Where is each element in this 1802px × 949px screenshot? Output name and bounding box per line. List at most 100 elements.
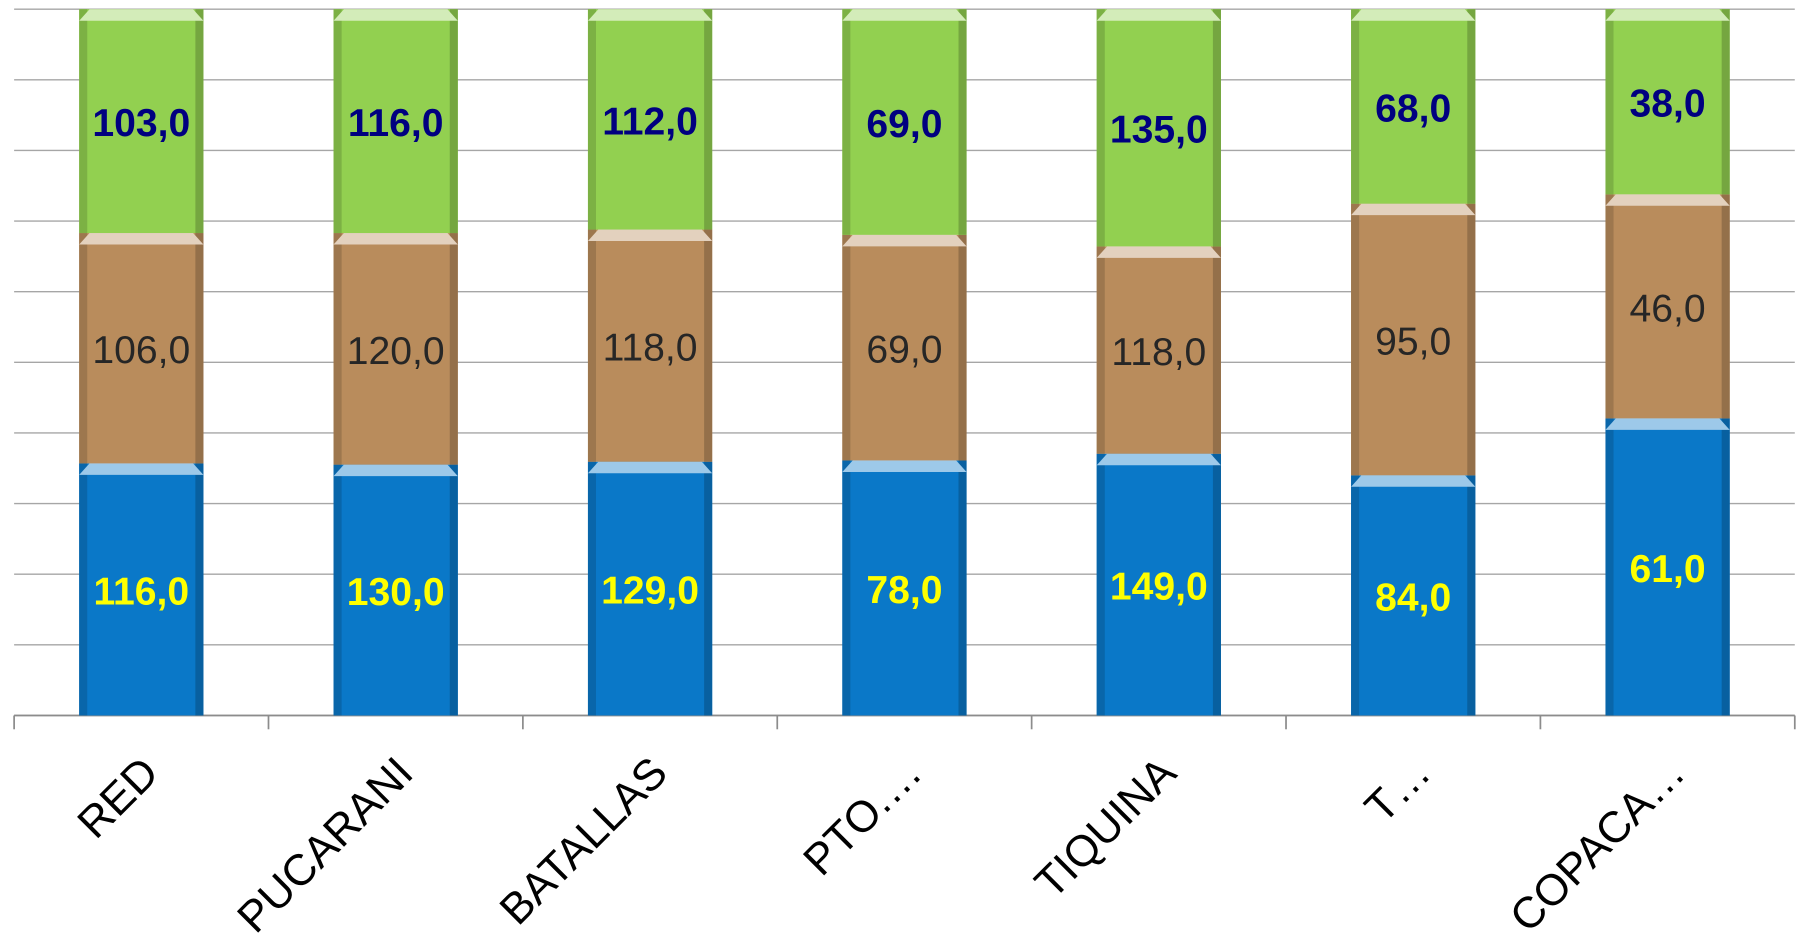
bar-segment — [79, 463, 204, 716]
bar-bevel-right — [1467, 203, 1476, 476]
bar-segment — [1096, 453, 1221, 716]
bar-segment — [79, 9, 204, 234]
x-tick-label: T… — [1356, 748, 1440, 832]
bar-bevel-left — [842, 9, 851, 235]
bar-bevel-right — [704, 9, 713, 230]
x-tick-label: COPACA… — [1501, 748, 1695, 942]
bar-bevel-top — [1605, 418, 1730, 430]
bar-bevel-left — [587, 461, 597, 716]
data-label: 130,0 — [347, 571, 445, 614]
bar-bevel-top — [1096, 9, 1221, 21]
bar-bevel-top — [333, 233, 458, 245]
bar-bevel-right — [1212, 453, 1221, 716]
bar-bevel-right — [1212, 9, 1221, 247]
bar-bevel-top — [1605, 194, 1730, 206]
data-label: 95,0 — [1375, 320, 1451, 363]
bar-bevel-top — [333, 464, 458, 477]
bar-bevel-right — [1721, 9, 1730, 195]
bar-segment — [1351, 475, 1476, 716]
bar-bevel-left — [1096, 453, 1105, 716]
bar-segment — [333, 233, 458, 465]
data-label: 129,0 — [601, 570, 699, 613]
data-label: 106,0 — [92, 329, 190, 372]
x-tick-label: BATALLAS — [490, 748, 676, 934]
bar-bevel-left — [79, 9, 88, 234]
bar-bevel-top — [79, 463, 204, 475]
bar-segment — [1096, 9, 1221, 247]
bar-bevel-left — [587, 9, 597, 230]
data-label: 120,0 — [347, 330, 445, 373]
bar-bevel-left — [842, 234, 851, 461]
data-label: 118,0 — [1111, 331, 1206, 374]
bar-bevel-top — [1605, 9, 1730, 21]
bar-bevel-left — [1605, 194, 1614, 419]
data-label: 61,0 — [1630, 548, 1706, 591]
bar-bevel-top — [1351, 203, 1476, 216]
bar-segment — [333, 464, 458, 716]
bar-bevel-left — [842, 460, 851, 716]
bar-bevel-right — [958, 9, 967, 235]
bar-bevel-right — [195, 463, 204, 716]
data-label: 84,0 — [1375, 576, 1451, 619]
data-label: 116,0 — [93, 570, 189, 613]
bar-segment — [587, 229, 713, 462]
bar-bevel-right — [1212, 246, 1221, 454]
bar-bevel-right — [704, 229, 713, 462]
bar-bevel-left — [1351, 9, 1360, 204]
bar-segment — [587, 461, 713, 716]
bar-bevel-left — [1096, 9, 1105, 247]
bar-bevel-left — [1096, 246, 1105, 454]
bar-bevel-left — [333, 9, 342, 234]
bar-bevel-top — [1096, 453, 1221, 466]
bar-bevel-right — [1467, 9, 1476, 204]
data-label: 68,0 — [1375, 87, 1451, 130]
bar-bevel-left — [587, 229, 597, 462]
bar-bevel-left — [1605, 418, 1614, 716]
bar-bevel-right — [1721, 194, 1730, 419]
bar-bevel-right — [195, 233, 204, 464]
bar-segment — [1605, 418, 1730, 716]
bar-segment — [1605, 9, 1730, 195]
bar-bevel-right — [449, 9, 458, 234]
bar-bevel-top — [1096, 246, 1221, 258]
bar-bevel-top — [1351, 475, 1476, 487]
bar-bevel-right — [449, 464, 458, 716]
data-label: 116,0 — [348, 102, 444, 145]
bar-bevel-right — [1467, 475, 1476, 716]
bar-segment — [1605, 194, 1730, 419]
bar-bevel-left — [79, 233, 88, 464]
bar-bevel-left — [1351, 203, 1360, 476]
bar-bevel-right — [1721, 418, 1730, 716]
bar-bevel-top — [587, 229, 713, 242]
bar-bevel-top — [587, 461, 713, 474]
data-label: 46,0 — [1630, 287, 1706, 330]
bar-segment — [1351, 9, 1476, 204]
x-tick-label: TIQUINA — [1026, 747, 1187, 908]
bar-segment — [842, 460, 967, 716]
bar-bevel-right — [958, 234, 967, 461]
x-tick-label: PUCARANI — [228, 748, 422, 942]
bar-bevel-left — [1351, 475, 1360, 716]
bar-segment — [842, 234, 967, 461]
bar-bevel-top — [842, 234, 967, 247]
data-label: 38,0 — [1630, 83, 1706, 126]
bar-bevel-right — [449, 233, 458, 465]
data-label: 103,0 — [92, 102, 190, 145]
bar-bevel-top — [79, 233, 204, 245]
bar-bevel-top — [79, 9, 204, 21]
bar-bevel-right — [958, 460, 967, 716]
x-tick-label: RED — [68, 748, 168, 848]
data-label: 69,0 — [866, 329, 942, 372]
bar-segment — [1096, 246, 1221, 454]
bar-segment — [333, 9, 458, 234]
bar-segment — [842, 9, 967, 235]
bar-bevel-left — [333, 233, 342, 465]
data-label: 135,0 — [1110, 109, 1208, 152]
bar-bevel-top — [842, 460, 967, 472]
bar-segment — [1351, 203, 1476, 476]
bar-segment — [79, 233, 204, 464]
bar-bevel-left — [1605, 9, 1614, 195]
data-label: 69,0 — [866, 103, 942, 146]
bar-bevel-left — [333, 464, 342, 716]
